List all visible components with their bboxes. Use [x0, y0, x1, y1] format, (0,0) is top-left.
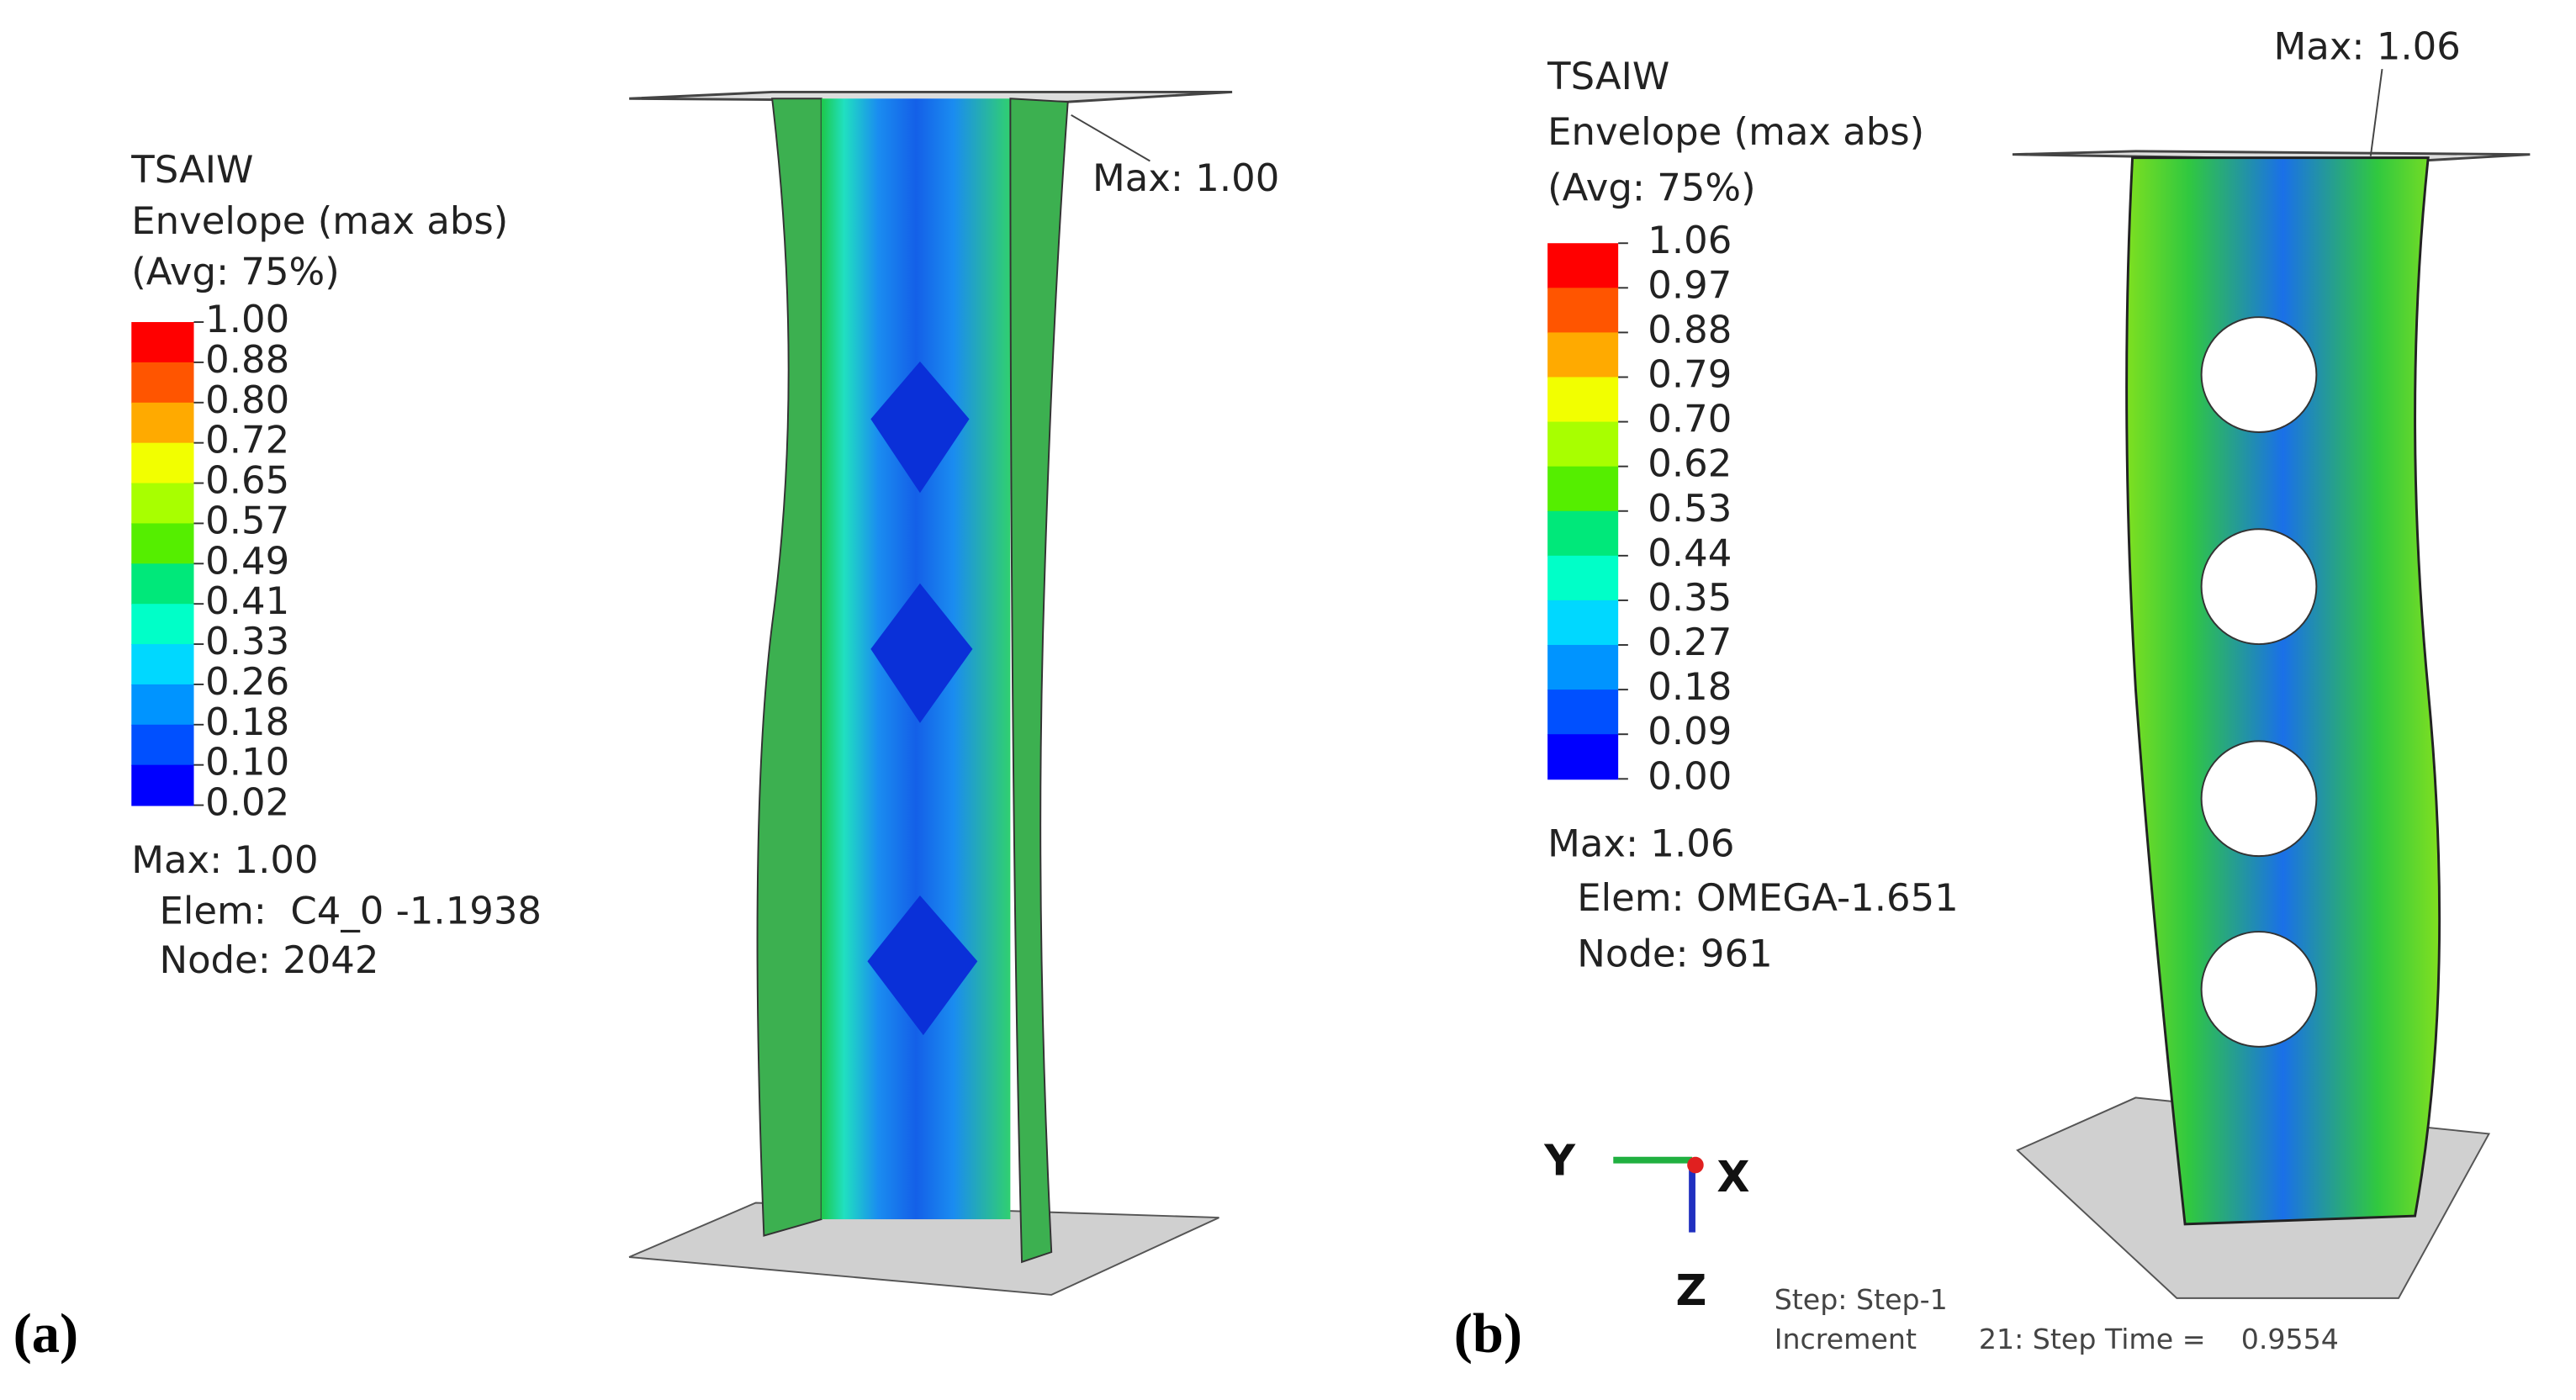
legend-level: 0.09: [1648, 709, 1732, 753]
max-info: Node: 961: [1577, 931, 1772, 975]
legend-level: 0.65: [205, 458, 289, 503]
hole: [2200, 316, 2318, 433]
panel-label: (a): [13, 1303, 78, 1365]
legend-level: 0.18: [205, 700, 289, 744]
legend-level: 0.10: [205, 740, 289, 785]
legend-band: [131, 644, 194, 685]
max-info: Max: 1.06: [1547, 821, 1734, 865]
legend-band: [131, 724, 194, 766]
model-a: [628, 90, 1233, 1296]
flange: [1009, 98, 1069, 1264]
flange: [756, 98, 823, 1237]
legend-level: 0.35: [1648, 575, 1732, 620]
legend-level: 0.18: [1648, 664, 1732, 709]
panel-label: (b): [1454, 1303, 1522, 1365]
triad-label: Y: [1543, 1136, 1576, 1186]
legend-band: [1547, 689, 1619, 736]
max-info: Max: 1.00: [131, 837, 318, 882]
legend-band: [131, 523, 194, 565]
hole: [2200, 931, 2318, 1048]
legend-band: [1547, 555, 1619, 601]
hole: [2200, 740, 2318, 858]
legend-level: 0.44: [1648, 531, 1732, 575]
legend-level: 0.49: [205, 538, 289, 583]
contour-patch: [867, 895, 978, 1036]
legend-band: [1547, 466, 1619, 512]
legend-level: 0.00: [1648, 753, 1732, 798]
legend-level: 0.26: [205, 659, 289, 704]
legend-line: (Avg: 75%): [131, 249, 339, 293]
legend-band: [131, 322, 194, 363]
legend-band: [1547, 377, 1619, 423]
legend-band: [1547, 510, 1619, 557]
leader-line: [2369, 68, 2383, 156]
step-info: Step: Step-1: [1775, 1283, 1948, 1316]
legend-level: 0.53: [1648, 486, 1732, 531]
triad-label: X: [1716, 1152, 1749, 1202]
legend-level: 0.33: [205, 619, 289, 663]
legend-level: 1.06: [1648, 218, 1732, 262]
legend-level: 0.88: [205, 337, 289, 382]
legend-level: 0.27: [1648, 620, 1732, 664]
model-b: [1613, 68, 2531, 1299]
legend-level: 0.97: [1648, 262, 1732, 307]
leader-line: [1071, 114, 1150, 162]
legend-band: [131, 362, 194, 404]
max-info: Elem: C4_0 -1.1938: [159, 889, 542, 933]
legend-band: [131, 442, 194, 484]
legend-level: 0.80: [205, 378, 289, 422]
legend-band: [131, 604, 194, 646]
legend-level: 0.41: [205, 578, 289, 623]
hole: [2200, 528, 2318, 646]
legend-title: TSAIW: [130, 147, 253, 192]
max-info: Node: 2042: [159, 938, 378, 982]
legend-band: [1547, 332, 1619, 378]
legend-line: (Avg: 75%): [1547, 166, 1755, 210]
legend-band: [1547, 645, 1619, 691]
legend-band: [1547, 734, 1619, 780]
legend-band: [1547, 600, 1619, 647]
legend-title: TSAIW: [1547, 54, 1669, 98]
contour-patch: [870, 361, 970, 494]
legend-level: 0.88: [1648, 307, 1732, 351]
legend-level: 0.02: [205, 780, 289, 825]
axis-x: [1687, 1156, 1704, 1174]
legend-band: [1547, 243, 1619, 289]
legend-level: 1.00: [205, 297, 289, 341]
section: [2125, 156, 2441, 1226]
legend-level: 0.62: [1648, 441, 1732, 486]
max-info: Elem: OMEGA-1.651: [1577, 875, 1958, 920]
legend-band: [131, 764, 194, 806]
legend-level: 0.72: [205, 418, 289, 462]
legend-band: [1547, 421, 1619, 468]
legend-level: 0.70: [1648, 397, 1732, 441]
legend-band: [131, 684, 194, 726]
legend-level: 0.57: [205, 498, 289, 542]
contour-patch: [870, 583, 973, 723]
legend-band: [131, 483, 194, 525]
legend-level: 0.79: [1648, 351, 1732, 396]
legend-band: [131, 402, 194, 444]
legend-band: [131, 563, 194, 605]
max-annotation: Max: 1.06: [2274, 24, 2461, 69]
legend-band: [1547, 288, 1619, 334]
step-info: Increment 21: Step Time = 0.9554: [1775, 1323, 2339, 1355]
legend-line: Envelope (max abs): [131, 198, 508, 243]
max-annotation: Max: 1.00: [1092, 156, 1279, 200]
legend-line: Envelope (max abs): [1547, 109, 1924, 154]
triad-label: Z: [1676, 1265, 1707, 1315]
